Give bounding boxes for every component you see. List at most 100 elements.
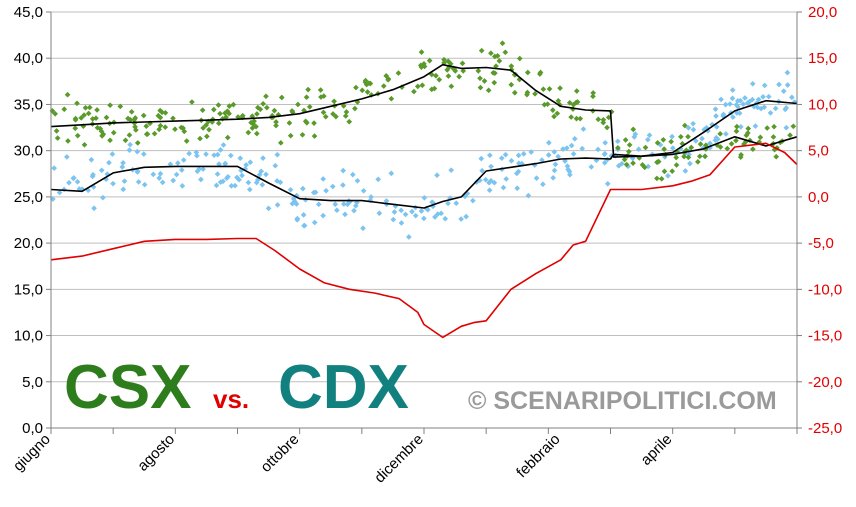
csx-poll-point	[122, 137, 129, 144]
series-lines	[50, 63, 798, 339]
cdx-poll-point	[754, 104, 761, 111]
cdx-poll-point	[515, 168, 522, 175]
csx-poll-point	[278, 94, 285, 101]
cdx-poll-point	[434, 211, 441, 217]
csx-poll-point	[134, 140, 141, 146]
csx-poll-point	[642, 144, 649, 151]
cdx-poll-point	[514, 185, 521, 192]
cdx-poll-point	[755, 96, 762, 103]
csx-poll-point	[733, 137, 739, 144]
cdx-poll-point	[579, 145, 586, 152]
csx-poll-point	[287, 132, 294, 139]
cdx-poll-point	[274, 202, 281, 208]
csx-poll-point	[728, 140, 735, 147]
cdx-poll-point	[685, 125, 692, 131]
cdx-poll-point	[458, 216, 464, 222]
csx-poll-point	[444, 67, 451, 73]
cdx-poll-point	[186, 150, 192, 157]
cdx-poll-point	[713, 113, 719, 119]
left-tick-label: 20,0	[14, 235, 43, 252]
csx-poll-point	[773, 153, 780, 160]
left-tick-label: 25,0	[14, 189, 43, 206]
cdx-poll-point	[712, 137, 719, 144]
cdx-poll-point	[533, 175, 540, 182]
csx-poll-point	[132, 124, 138, 130]
cdx-poll-point	[734, 103, 741, 110]
csx-poll-point	[460, 68, 467, 74]
csx-poll-point	[673, 162, 680, 168]
left-tick-label: 40,0	[14, 50, 43, 67]
cdx-poll-point	[564, 163, 571, 169]
cdx-poll-point	[246, 186, 253, 193]
cdx-poll-point	[74, 178, 81, 185]
csx-poll-point	[217, 110, 223, 117]
csx-poll-point	[299, 131, 306, 138]
csx-poll-point	[53, 128, 60, 134]
cdx-poll-point	[194, 168, 201, 175]
cdx-poll-point	[761, 104, 768, 111]
csx-poll-point	[764, 125, 770, 131]
csx-poll-point	[226, 103, 233, 109]
csx-poll-point	[140, 112, 147, 119]
csx-poll-point	[54, 135, 61, 141]
csx-poll-point	[630, 126, 637, 133]
cdx-poll-point	[761, 82, 768, 89]
cdx-poll-point	[487, 152, 493, 159]
cdx-poll-point	[320, 212, 326, 219]
cdx-poll-point	[213, 182, 220, 189]
csx-poll-point	[311, 120, 317, 126]
cdx-poll-point	[635, 146, 642, 153]
cdx-poll-point	[767, 110, 774, 116]
csx-poll-point	[549, 107, 556, 113]
cdx-poll-point	[334, 207, 340, 214]
cdx-poll-point	[488, 163, 494, 170]
cdx-poll-point	[550, 175, 556, 181]
csx-poll-point	[771, 123, 777, 130]
csx-poll-point	[317, 87, 324, 93]
csx-poll-point	[352, 105, 358, 112]
cdx-poll-point	[398, 220, 405, 226]
cdx-poll-point	[119, 164, 126, 170]
csx-poll-point	[311, 133, 318, 139]
csx-poll-point	[94, 107, 100, 113]
cdx-poll-point	[354, 177, 361, 184]
csx-poll-point	[162, 124, 169, 130]
csx-poll-point	[508, 81, 515, 88]
cdx-poll-point	[520, 151, 527, 157]
csx-poll-point	[615, 144, 621, 151]
csx-poll-point	[481, 78, 488, 84]
csx-poll-point	[681, 153, 687, 160]
cdx-poll-point	[588, 164, 595, 170]
csx-poll-point	[260, 100, 266, 107]
csx-poll-point	[81, 141, 88, 148]
cdx-poll-point	[180, 157, 187, 163]
csx-poll-point	[431, 85, 438, 92]
csx-poll-point	[172, 126, 178, 133]
cdx-poll-point	[167, 161, 174, 168]
csx-poll-point	[273, 122, 279, 129]
vs-label: vs.	[213, 384, 249, 414]
cdx-poll-point	[546, 139, 552, 146]
cdx-poll-point	[351, 207, 357, 214]
csx-poll-point	[359, 87, 366, 94]
cdx-poll-point	[272, 162, 279, 169]
csx-poll-point	[448, 83, 455, 90]
csx-poll-point	[411, 88, 417, 95]
left-tick-label: 30,0	[14, 143, 43, 160]
csx-poll-point	[418, 49, 425, 55]
cdx-poll-point	[88, 156, 95, 163]
csx-poll-point	[273, 119, 279, 125]
csx-poll-point	[286, 120, 293, 126]
cdx-poll-point	[109, 151, 116, 157]
cdx-poll-point	[159, 179, 166, 186]
cdx-poll-point	[237, 155, 244, 162]
cdx-poll-point	[614, 138, 621, 145]
cdx-poll-point	[198, 176, 204, 183]
cdx-poll-point	[669, 133, 675, 140]
cdx-poll-point	[294, 215, 301, 222]
x-tick-label: ottobre	[257, 431, 302, 476]
csx-poll-point	[511, 89, 518, 96]
cdx-poll-point	[564, 145, 570, 151]
csx-poll-point	[180, 125, 186, 131]
csx-poll-point	[126, 132, 133, 138]
